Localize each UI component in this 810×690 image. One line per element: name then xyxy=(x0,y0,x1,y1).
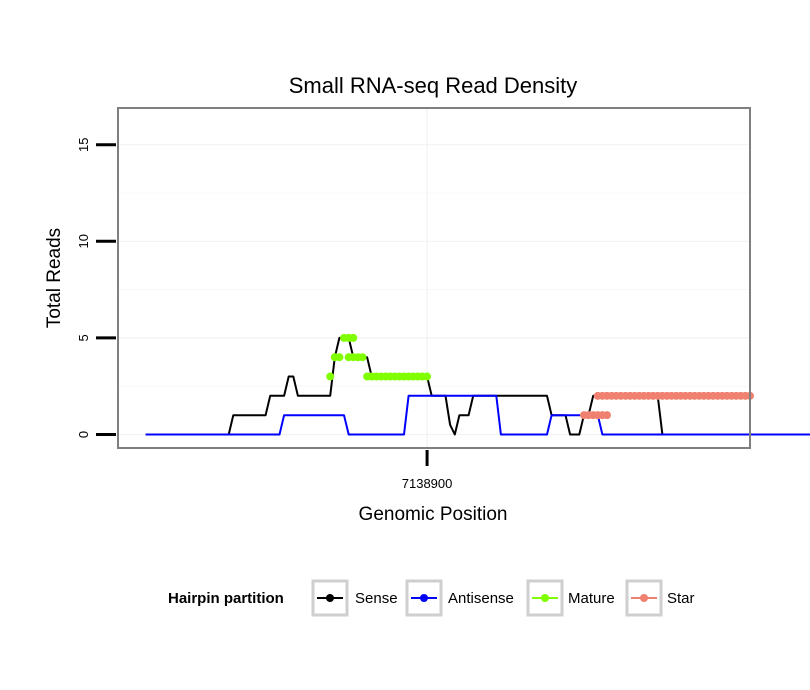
legend-label-star: Star xyxy=(667,590,695,607)
y-tick-label: 5 xyxy=(76,334,91,341)
legend: Hairpin partition Sense Antisense Mature St… xyxy=(168,579,695,617)
y-axis: 0 5 10 15 xyxy=(76,137,116,438)
chart-title: Small RNA-seq Read Density xyxy=(289,73,578,98)
legend-label-mature: Mature xyxy=(568,590,615,607)
mature-point xyxy=(335,353,344,362)
series-mature xyxy=(326,333,432,381)
y-tick-label: 10 xyxy=(76,234,91,248)
plot-border xyxy=(117,107,751,449)
legend-label-antisense: Antisense xyxy=(448,590,514,607)
plot-panel xyxy=(118,108,750,448)
legend-key-point xyxy=(640,594,648,602)
legend-item-mature: Mature xyxy=(526,579,615,617)
mature-point xyxy=(423,372,432,381)
antisense-line xyxy=(145,394,810,436)
legend-key-point xyxy=(420,594,428,602)
x-axis: 71389007138800 xyxy=(402,450,453,491)
legend-item-antisense: Antisense xyxy=(405,579,514,617)
legend-key-point xyxy=(326,594,334,602)
y-tick-label: 0 xyxy=(76,431,91,438)
legend-key-point xyxy=(541,594,549,602)
x-axis-title: Genomic Position xyxy=(359,504,508,525)
series-star xyxy=(579,391,754,420)
legend-item-sense: Sense xyxy=(311,579,398,617)
mature-point xyxy=(358,353,367,362)
x-tick-label: 7138900 xyxy=(402,476,453,491)
y-axis-title: Total Reads xyxy=(44,228,65,328)
legend-title: Hairpin partition xyxy=(168,590,284,607)
star-point xyxy=(602,411,611,420)
legend-label-sense: Sense xyxy=(355,590,398,607)
y-tick-label: 15 xyxy=(76,137,91,151)
mature-point xyxy=(349,333,358,342)
series-layer xyxy=(145,333,810,436)
legend-item-star: Star xyxy=(625,579,695,617)
mature-point xyxy=(326,372,335,381)
